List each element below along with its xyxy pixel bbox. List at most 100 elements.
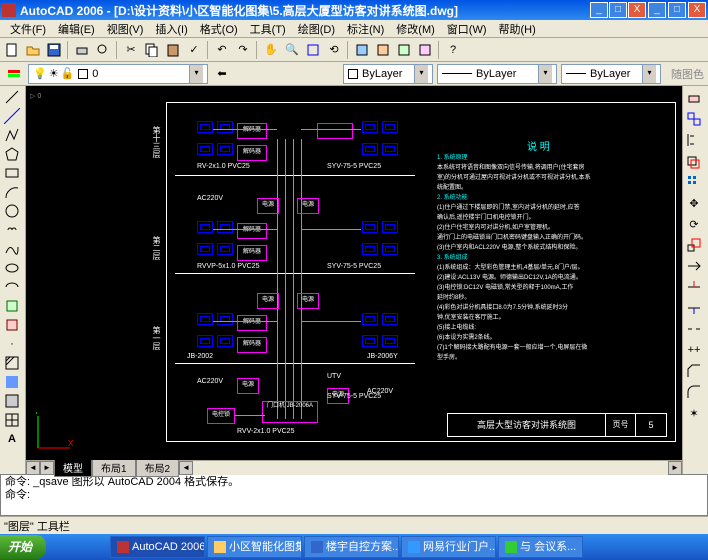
copy-button[interactable] xyxy=(142,40,162,60)
trim-tool[interactable] xyxy=(684,277,704,297)
tab-layout1[interactable]: 布局1 xyxy=(92,459,136,477)
region-tool[interactable] xyxy=(1,392,23,410)
tab-scroll-right[interactable]: ► xyxy=(40,461,54,475)
task-autocad[interactable]: AutoCAD 2006... xyxy=(110,536,205,558)
pan-button[interactable]: ✋ xyxy=(261,40,281,60)
open-button[interactable] xyxy=(23,40,43,60)
hscroll-track[interactable] xyxy=(193,461,668,475)
zoom-rt-button[interactable]: 🔍 xyxy=(282,40,302,60)
mtext-tool[interactable]: A xyxy=(1,430,23,448)
doc-close-button[interactable]: X xyxy=(628,2,646,18)
zoom-prev-button[interactable]: ⟲ xyxy=(324,40,344,60)
lineweight-combo[interactable]: ByLayer ▾ xyxy=(561,64,661,84)
menu-tools[interactable]: 工具(T) xyxy=(244,20,292,38)
notes-body: 1. 系统原理本系统可将语音和图像双向信号传输,将调用户(住宅套房室)的分机可通… xyxy=(437,153,667,363)
circle-tool[interactable] xyxy=(1,202,23,220)
menu-window[interactable]: 窗口(W) xyxy=(441,20,493,38)
props-button[interactable] xyxy=(352,40,372,60)
fillet-tool[interactable] xyxy=(684,382,704,402)
copy-tool[interactable] xyxy=(684,109,704,129)
task-ie[interactable]: 网易行业门户... xyxy=(401,536,496,558)
insert-tool[interactable] xyxy=(1,297,23,315)
spline-tool[interactable] xyxy=(1,240,23,258)
tp-button[interactable] xyxy=(394,40,414,60)
layer-props-button[interactable] xyxy=(4,64,24,84)
paste-button[interactable] xyxy=(163,40,183,60)
menu-modify[interactable]: 修改(M) xyxy=(390,20,441,38)
menu-format[interactable]: 格式(O) xyxy=(194,20,244,38)
scale-tool[interactable] xyxy=(684,235,704,255)
new-button[interactable] xyxy=(2,40,22,60)
menu-file[interactable]: 文件(F) xyxy=(4,20,52,38)
tab-model[interactable]: 模型 xyxy=(54,459,92,477)
join-tool[interactable]: ++ xyxy=(684,340,704,360)
redo-button[interactable]: ↷ xyxy=(233,40,253,60)
menu-dim[interactable]: 标注(N) xyxy=(341,20,390,38)
preview-button[interactable] xyxy=(93,40,113,60)
close-button[interactable]: X xyxy=(688,2,706,18)
start-button[interactable]: 开始 xyxy=(0,535,46,559)
line-tool[interactable] xyxy=(1,88,23,106)
earc-tool[interactable] xyxy=(1,278,23,296)
menu-view[interactable]: 视图(V) xyxy=(101,20,150,38)
task-word[interactable]: 楼宇自控方案... xyxy=(304,536,399,558)
minimize-button[interactable]: _ xyxy=(648,2,666,18)
chamfer-tool[interactable] xyxy=(684,361,704,381)
array-tool[interactable] xyxy=(684,172,704,192)
hatch-tool[interactable] xyxy=(1,354,23,372)
pline-tool[interactable] xyxy=(1,126,23,144)
revcloud-tool[interactable] xyxy=(1,221,23,239)
menu-edit[interactable]: 编辑(E) xyxy=(52,20,101,38)
undo-button[interactable]: ↶ xyxy=(212,40,232,60)
sheet-button[interactable] xyxy=(415,40,435,60)
point-tool[interactable]: · xyxy=(1,335,23,353)
break-tool[interactable] xyxy=(684,319,704,339)
stretch-tool[interactable] xyxy=(684,256,704,276)
menu-draw[interactable]: 绘图(D) xyxy=(292,20,341,38)
tab-layout2[interactable]: 布局2 xyxy=(136,459,180,477)
save-button[interactable] xyxy=(44,40,64,60)
offset-tool[interactable] xyxy=(684,151,704,171)
rotate-tool[interactable]: ⟳ xyxy=(684,214,704,234)
hscroll-right[interactable]: ► xyxy=(668,461,682,475)
explode-tool[interactable]: ✶ xyxy=(684,403,704,423)
doc-restore-button[interactable]: □ xyxy=(609,2,627,18)
print-button[interactable] xyxy=(72,40,92,60)
table-tool[interactable] xyxy=(1,411,23,429)
layer-combo[interactable]: 💡 ☀ 🔓 0 ▾ xyxy=(28,64,208,84)
gradient-tool[interactable] xyxy=(1,373,23,391)
rect-tool[interactable] xyxy=(1,164,23,182)
psu-box: 电源 xyxy=(237,378,259,394)
arc-tool[interactable] xyxy=(1,183,23,201)
svg-text:X: X xyxy=(68,439,74,448)
task-folder[interactable]: 小区智能化图集 xyxy=(207,536,302,558)
zoom-win-button[interactable] xyxy=(303,40,323,60)
extend-tool[interactable] xyxy=(684,298,704,318)
hscroll-left[interactable]: ◄ xyxy=(179,461,193,475)
drawing-canvas[interactable]: ▷ 0 解码器 解码器 RV-2x1.0 PVC25 SYV-75 xyxy=(26,86,682,460)
polygon-tool[interactable] xyxy=(1,145,23,163)
cut-button[interactable]: ✂ xyxy=(121,40,141,60)
help-button[interactable]: ? xyxy=(443,40,463,60)
doc-minimize-button[interactable]: _ xyxy=(590,2,608,18)
erase-tool[interactable] xyxy=(684,88,704,108)
match-button[interactable]: ✓ xyxy=(184,40,204,60)
device-box xyxy=(217,243,233,255)
color-combo[interactable]: ByLayer ▾ xyxy=(343,64,433,84)
move-tool[interactable]: ✥ xyxy=(684,193,704,213)
psu-box: 电源 xyxy=(257,293,279,309)
maximize-button[interactable]: □ xyxy=(668,2,686,18)
layer-prev-button[interactable]: ⬅ xyxy=(212,64,232,84)
tab-scroll-left[interactable]: ◄ xyxy=(26,461,40,475)
linetype-combo[interactable]: ByLayer ▾ xyxy=(437,64,557,84)
block-tool[interactable] xyxy=(1,316,23,334)
menu-insert[interactable]: 插入(I) xyxy=(149,20,193,38)
dc-button[interactable] xyxy=(373,40,393,60)
xline-tool[interactable] xyxy=(1,107,23,125)
command-window[interactable]: 命令: _qsave 图形以 AutoCAD 2004 格式保存。 命令: xyxy=(0,474,708,516)
mirror-tool[interactable] xyxy=(684,130,704,150)
ellipse-tool[interactable] xyxy=(1,259,23,277)
cable-label: SYV-75-5 PVC25 xyxy=(327,163,381,170)
menu-help[interactable]: 帮助(H) xyxy=(493,20,542,38)
task-meeting[interactable]: 与 会议系... xyxy=(498,536,583,558)
